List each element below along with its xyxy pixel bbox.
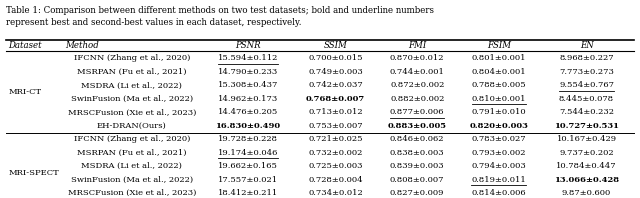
Text: Method: Method xyxy=(65,41,99,50)
Text: IFCNN (Zhang et al., 2020): IFCNN (Zhang et al., 2020) xyxy=(74,135,190,143)
Text: 0.819±0.011: 0.819±0.011 xyxy=(472,176,526,184)
Text: 0.768±0.007: 0.768±0.007 xyxy=(306,95,365,103)
Text: MRI-SPECT: MRI-SPECT xyxy=(8,169,59,177)
Text: 14.790±0.233: 14.790±0.233 xyxy=(218,68,278,76)
Text: 9.554±0.767: 9.554±0.767 xyxy=(559,81,614,89)
Text: 13.066±0.428: 13.066±0.428 xyxy=(554,176,619,184)
Text: 0.846±0.062: 0.846±0.062 xyxy=(390,135,444,143)
Text: 0.883±0.005: 0.883±0.005 xyxy=(388,122,447,130)
Text: 0.732±0.002: 0.732±0.002 xyxy=(308,149,363,157)
Text: 0.814±0.006: 0.814±0.006 xyxy=(472,189,526,197)
Text: 0.839±0.003: 0.839±0.003 xyxy=(390,162,445,170)
Text: 10.167±0.429: 10.167±0.429 xyxy=(557,135,616,143)
Text: 0.827±0.009: 0.827±0.009 xyxy=(390,189,444,197)
Text: 0.713±0.012: 0.713±0.012 xyxy=(308,108,363,116)
Text: MRI-CT: MRI-CT xyxy=(8,88,42,96)
Text: 0.791±0.010: 0.791±0.010 xyxy=(472,108,526,116)
Text: 0.877±0.006: 0.877±0.006 xyxy=(390,108,444,116)
Text: 19.728±0.228: 19.728±0.228 xyxy=(218,135,278,143)
Text: 14.962±0.173: 14.962±0.173 xyxy=(218,95,278,103)
Text: 0.838±0.003: 0.838±0.003 xyxy=(390,149,445,157)
Text: 0.734±0.012: 0.734±0.012 xyxy=(308,189,363,197)
Text: MRSCFusion (Xie et al., 2023): MRSCFusion (Xie et al., 2023) xyxy=(68,108,196,116)
Text: FSIM: FSIM xyxy=(486,41,511,50)
Text: MSRPAN (Fu et al., 2021): MSRPAN (Fu et al., 2021) xyxy=(77,149,187,157)
Text: 0.793±0.002: 0.793±0.002 xyxy=(472,149,526,157)
Text: 0.700±0.015: 0.700±0.015 xyxy=(308,54,363,63)
Text: 0.820±0.003: 0.820±0.003 xyxy=(469,122,528,130)
Text: 0.870±0.012: 0.870±0.012 xyxy=(390,54,444,63)
Text: MSDRA (Li et al., 2022): MSDRA (Li et al., 2022) xyxy=(81,162,182,170)
Text: represent best and second-best values in each dataset, respectively.: represent best and second-best values in… xyxy=(6,18,302,27)
Text: 8.968±0.227: 8.968±0.227 xyxy=(559,54,614,63)
Text: 0.728±0.004: 0.728±0.004 xyxy=(308,176,363,184)
Text: 8.445±0.078: 8.445±0.078 xyxy=(559,95,614,103)
Text: 18.412±0.211: 18.412±0.211 xyxy=(218,189,278,197)
Text: 14.476±0.205: 14.476±0.205 xyxy=(218,108,278,116)
Text: 0.804±0.001: 0.804±0.001 xyxy=(472,68,526,76)
Text: Dataset: Dataset xyxy=(8,41,42,50)
Text: 10.784±0.447: 10.784±0.447 xyxy=(556,162,617,170)
Text: 0.872±0.002: 0.872±0.002 xyxy=(390,81,444,89)
Text: 16.830±0.490: 16.830±0.490 xyxy=(215,122,280,130)
Text: 7.773±0.273: 7.773±0.273 xyxy=(559,68,614,76)
Text: PSNR: PSNR xyxy=(235,41,260,50)
Text: 19.662±0.165: 19.662±0.165 xyxy=(218,162,278,170)
Text: 0.882±0.002: 0.882±0.002 xyxy=(390,95,444,103)
Text: 9.87±0.600: 9.87±0.600 xyxy=(562,189,611,197)
Text: FMI: FMI xyxy=(408,41,426,50)
Text: 10.727±0.531: 10.727±0.531 xyxy=(554,122,619,130)
Text: 0.753±0.007: 0.753±0.007 xyxy=(308,122,363,130)
Text: 0.749±0.003: 0.749±0.003 xyxy=(308,68,363,76)
Text: 0.742±0.037: 0.742±0.037 xyxy=(308,81,363,89)
Text: 0.744±0.001: 0.744±0.001 xyxy=(390,68,445,76)
Text: 15.308±0.437: 15.308±0.437 xyxy=(218,81,278,89)
Text: 0.810±0.001: 0.810±0.001 xyxy=(472,95,526,103)
Text: EN: EN xyxy=(580,41,593,50)
Text: SSIM: SSIM xyxy=(324,41,348,50)
Text: 17.557±0.021: 17.557±0.021 xyxy=(218,176,278,184)
Text: 19.174±0.046: 19.174±0.046 xyxy=(218,149,278,157)
Text: 15.594±0.112: 15.594±0.112 xyxy=(218,54,278,63)
Text: 0.801±0.001: 0.801±0.001 xyxy=(472,54,526,63)
Text: 0.794±0.003: 0.794±0.003 xyxy=(472,162,526,170)
Text: SwinFusion (Ma et al., 2022): SwinFusion (Ma et al., 2022) xyxy=(71,95,193,103)
Text: MSDRA (Li et al., 2022): MSDRA (Li et al., 2022) xyxy=(81,81,182,89)
Text: 0.788±0.005: 0.788±0.005 xyxy=(472,81,526,89)
Text: Table 1: Comparison between different methods on two test datasets; bold and und: Table 1: Comparison between different me… xyxy=(6,6,435,15)
Text: MRSCFusion (Xie et al., 2023): MRSCFusion (Xie et al., 2023) xyxy=(68,189,196,197)
Text: 0.721±0.025: 0.721±0.025 xyxy=(308,135,363,143)
Text: MSRPAN (Fu et al., 2021): MSRPAN (Fu et al., 2021) xyxy=(77,68,187,76)
Text: EH-DRAN(Ours): EH-DRAN(Ours) xyxy=(97,122,166,130)
Text: 0.783±0.027: 0.783±0.027 xyxy=(472,135,526,143)
Text: 0.808±0.007: 0.808±0.007 xyxy=(390,176,444,184)
Text: IFCNN (Zhang et al., 2020): IFCNN (Zhang et al., 2020) xyxy=(74,54,190,63)
Text: 0.725±0.003: 0.725±0.003 xyxy=(308,162,363,170)
Text: 7.544±0.232: 7.544±0.232 xyxy=(559,108,614,116)
Text: SwinFusion (Ma et al., 2022): SwinFusion (Ma et al., 2022) xyxy=(71,176,193,184)
Text: 9.737±0.202: 9.737±0.202 xyxy=(559,149,614,157)
